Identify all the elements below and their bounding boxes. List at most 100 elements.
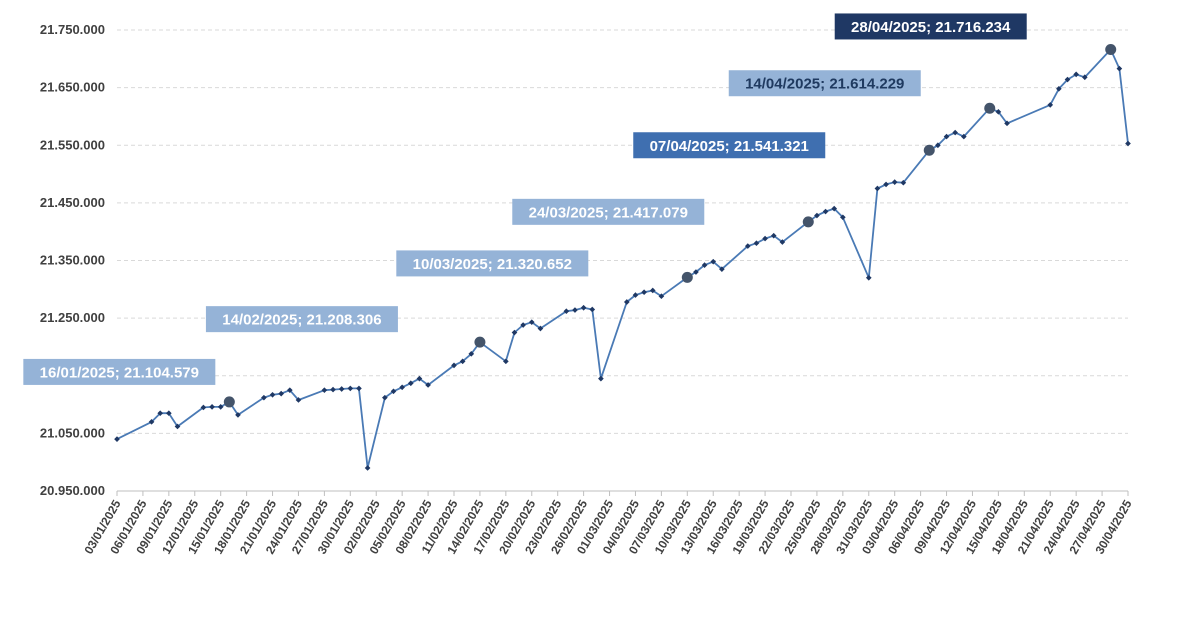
callouts: 16/01/2025; 21.104.579 14/02/2025; 21.208…	[23, 13, 1027, 385]
data-point	[762, 235, 768, 242]
data-point	[537, 325, 544, 332]
data-point	[295, 397, 302, 403]
data-point	[166, 410, 172, 417]
callout-box	[205, 306, 398, 333]
data-point	[572, 307, 578, 313]
callout: 16/01/2025; 21.104.579	[23, 358, 216, 385]
data-point	[114, 436, 120, 442]
highlight-point	[923, 144, 935, 156]
series-points	[114, 43, 1131, 471]
highlight-point	[223, 396, 235, 408]
callout-box	[512, 198, 705, 225]
callout-label: 24/03/2025; 21.417.079	[529, 204, 688, 221]
data-point	[900, 179, 907, 186]
data-point	[321, 387, 328, 393]
data-point	[425, 382, 431, 388]
data-point	[235, 412, 241, 418]
data-point	[200, 404, 207, 411]
data-point	[719, 266, 725, 272]
data-point	[269, 391, 276, 398]
highlight-point	[681, 271, 693, 283]
data-point	[770, 232, 777, 239]
callout-label: 16/01/2025; 21.104.579	[40, 364, 199, 381]
y-tick-label: 21.250.000	[40, 310, 105, 325]
data-point	[779, 239, 786, 245]
highlight-point	[474, 336, 486, 348]
data-point	[1056, 85, 1062, 92]
data-point	[407, 380, 414, 387]
data-point	[390, 388, 397, 395]
callout-label: 28/04/2025; 21.716.234	[851, 19, 1011, 36]
callout-box	[633, 132, 826, 159]
highlight-point	[1105, 43, 1117, 55]
series-line-path	[116, 48, 1129, 469]
callout-label: 14/02/2025; 21.208.306	[222, 312, 381, 329]
callout: 24/03/2025; 21.417.079	[512, 198, 705, 225]
data-point	[710, 258, 717, 265]
callout-box	[396, 250, 589, 277]
data-point	[338, 386, 345, 392]
y-tick-label: 21.650.000	[40, 80, 105, 95]
data-point	[960, 133, 967, 140]
callout: 14/02/2025; 21.208.306	[205, 306, 398, 333]
data-point	[330, 386, 336, 393]
data-point	[1081, 74, 1088, 81]
data-point	[399, 384, 405, 391]
data-point	[1116, 65, 1123, 72]
y-tick-label: 20.950.000	[40, 483, 105, 498]
data-point	[935, 142, 941, 149]
data-point	[209, 404, 215, 410]
series-line	[116, 48, 1129, 469]
highlight-point	[984, 102, 996, 114]
data-point	[511, 329, 518, 336]
data-point	[649, 287, 656, 294]
callout: 28/04/2025; 21.716.234	[834, 13, 1027, 40]
data-point	[286, 387, 293, 393]
data-point	[217, 404, 224, 410]
data-point	[883, 181, 889, 188]
data-point	[891, 179, 898, 185]
y-tick-label: 21.550.000	[40, 137, 105, 152]
data-point	[356, 385, 362, 392]
y-tick-label: 21.450.000	[40, 195, 105, 210]
y-axis: 20.950.00021.050.00021.150.00021.250.000…	[40, 22, 105, 498]
data-point	[347, 385, 354, 392]
data-point	[744, 243, 751, 249]
data-point	[952, 129, 959, 136]
data-point	[623, 299, 630, 305]
data-point	[382, 394, 388, 401]
data-point	[528, 319, 535, 325]
data-point	[563, 308, 570, 315]
data-point	[641, 289, 647, 296]
highlight-point	[802, 216, 814, 228]
data-point	[174, 423, 181, 430]
data-point	[261, 394, 267, 401]
data-point	[278, 390, 285, 397]
gridlines	[117, 29, 1128, 434]
data-point	[589, 306, 596, 313]
data-point	[1125, 140, 1131, 147]
data-point	[580, 304, 587, 311]
data-point	[831, 205, 838, 212]
data-point	[822, 208, 829, 215]
x-axis: 03/01/202506/01/202509/01/202512/01/2025…	[81, 490, 1135, 557]
data-point	[503, 358, 509, 365]
callout-box	[23, 358, 216, 385]
data-point	[1004, 120, 1010, 127]
y-tick-label: 21.750.000	[40, 22, 105, 37]
data-point	[598, 375, 604, 382]
data-point	[701, 262, 708, 268]
data-point	[1064, 76, 1071, 83]
data-point	[693, 269, 699, 275]
callout: 07/04/2025; 21.541.321	[633, 132, 826, 159]
data-point	[1073, 71, 1079, 78]
callout-box	[834, 13, 1027, 40]
data-point	[943, 133, 950, 140]
data-point	[451, 362, 457, 369]
y-tick-label: 21.350.000	[40, 253, 105, 268]
data-point	[632, 292, 639, 298]
data-point	[840, 214, 846, 221]
callout-label: 07/04/2025; 21.541.321	[650, 138, 809, 155]
